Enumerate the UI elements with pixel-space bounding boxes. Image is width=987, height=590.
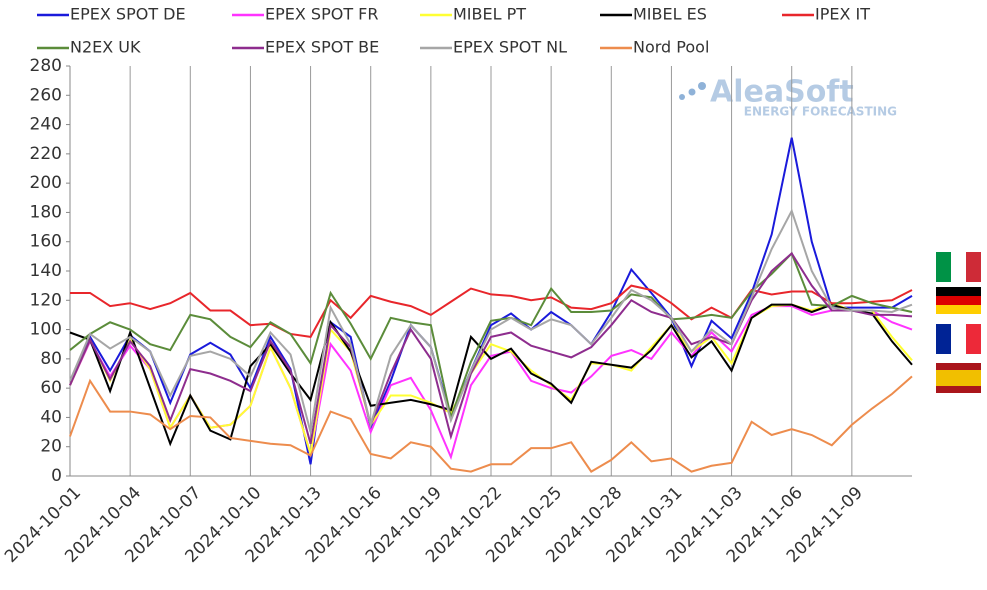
series-line — [69, 302, 913, 455]
y-tick-label: 160 — [30, 232, 62, 252]
legend-label: IPEX IT — [815, 5, 870, 24]
legend-label: MIBEL ES — [633, 5, 707, 24]
y-tick-label: 140 — [30, 261, 62, 281]
y-tick-label: 40 — [40, 407, 62, 427]
y-tick-label: 220 — [30, 144, 62, 164]
series-line — [69, 251, 913, 422]
flag-part — [936, 370, 981, 386]
y-tick-label: 20 — [40, 437, 62, 457]
y-tick-label: 280 — [30, 56, 62, 76]
flag-part — [936, 324, 951, 354]
series-line — [69, 375, 913, 473]
series-line — [69, 303, 913, 447]
flag-part — [966, 324, 981, 354]
logo-name: AleaSoft — [710, 75, 854, 110]
legend-label: N2EX UK — [70, 38, 141, 57]
legend-label: Nord Pool — [633, 38, 709, 57]
legend-label: EPEX SPOT FR — [265, 5, 379, 24]
flag-part — [951, 252, 966, 282]
y-tick-label: 260 — [30, 85, 62, 105]
y-tick-label: 240 — [30, 115, 62, 135]
y-tick-label: 80 — [40, 349, 62, 369]
logo-dot — [698, 82, 706, 90]
series-line — [70, 284, 913, 338]
logo-dot — [688, 88, 696, 96]
logo-dot — [679, 94, 685, 100]
y-tick-label: 60 — [40, 378, 62, 398]
legend-label: EPEX SPOT DE — [70, 5, 186, 24]
flag-part — [936, 296, 981, 305]
flags — [936, 252, 981, 393]
flag-part — [936, 305, 981, 314]
logo-tagline: ENERGY FORECASTING — [744, 105, 897, 119]
logo: AleaSoft ENERGY FORECASTING — [679, 75, 897, 119]
legend-label: EPEX SPOT NL — [453, 38, 567, 57]
y-tick-label: 180 — [30, 202, 62, 222]
y-tick-label: 0 — [51, 466, 62, 486]
flag-part — [936, 252, 951, 282]
y-tick-label: 200 — [30, 173, 62, 193]
y-tick-label: 100 — [30, 320, 62, 340]
series-line — [69, 208, 913, 433]
flag-part — [966, 252, 981, 282]
y-tick-label: 120 — [30, 290, 62, 310]
series-line — [69, 137, 913, 465]
legend-label: MIBEL PT — [453, 5, 526, 24]
legend-label: EPEX SPOT BE — [265, 38, 379, 57]
flag-part — [951, 324, 966, 354]
flag-part — [936, 287, 981, 296]
series-line — [69, 251, 913, 445]
